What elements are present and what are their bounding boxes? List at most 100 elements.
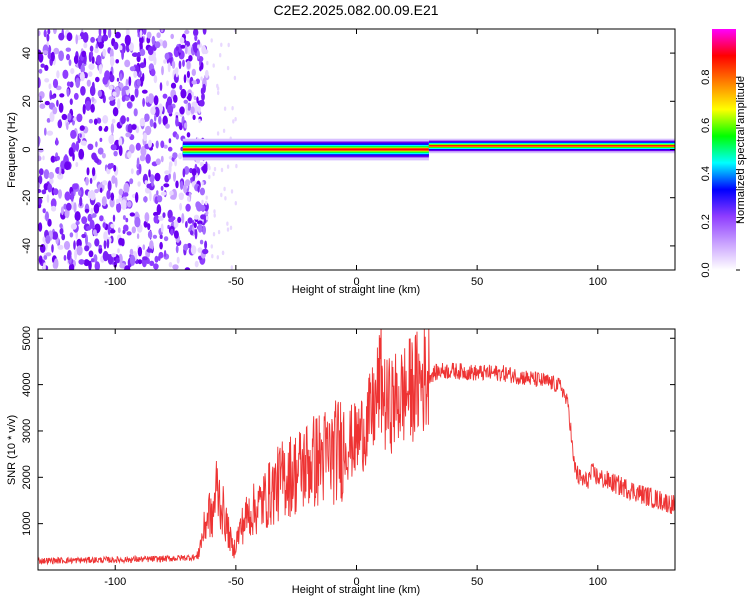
noise-speck bbox=[193, 29, 199, 37]
noise-speck bbox=[107, 180, 112, 192]
noise-speck bbox=[155, 140, 159, 149]
noise-speck bbox=[72, 183, 79, 190]
noise-speck bbox=[112, 91, 117, 97]
noise-speck bbox=[208, 174, 211, 180]
noise-speck bbox=[129, 178, 134, 185]
noise-speck bbox=[121, 95, 126, 102]
noise-speck bbox=[201, 181, 204, 186]
noise-speck bbox=[38, 188, 42, 194]
noise-speck bbox=[179, 180, 184, 190]
noise-speck bbox=[140, 146, 147, 157]
noise-speck bbox=[124, 34, 131, 46]
noise-speck bbox=[103, 231, 108, 241]
noise-speck bbox=[197, 185, 200, 193]
noise-speck bbox=[110, 223, 115, 229]
noise-speck bbox=[180, 44, 186, 49]
noise-speck bbox=[226, 65, 230, 71]
noise-speck bbox=[110, 192, 115, 201]
spectrogram-x-tick-label: 100 bbox=[589, 276, 607, 288]
noise-speck bbox=[114, 31, 121, 39]
noise-speck bbox=[90, 103, 95, 113]
noise-speck bbox=[169, 190, 174, 197]
noise-speck bbox=[163, 250, 167, 258]
noise-speck bbox=[98, 63, 103, 75]
noise-speck bbox=[44, 127, 47, 136]
noise-speck bbox=[107, 254, 114, 265]
noise-speck bbox=[221, 250, 225, 255]
noise-speck bbox=[154, 172, 161, 182]
noise-speck bbox=[184, 267, 191, 270]
noise-speck bbox=[216, 255, 219, 260]
noise-speck bbox=[136, 233, 140, 240]
noise-speck bbox=[113, 164, 117, 172]
spectrogram-y-tick-label: 20 bbox=[21, 95, 33, 107]
noise-speck bbox=[104, 125, 109, 132]
noise-speck bbox=[101, 34, 109, 42]
noise-speck bbox=[109, 85, 113, 91]
noise-speck bbox=[64, 209, 69, 218]
noise-speck bbox=[129, 254, 136, 266]
noise-speck bbox=[235, 163, 238, 169]
noise-speck bbox=[38, 148, 44, 153]
noise-speck bbox=[78, 148, 85, 160]
noise-speck bbox=[175, 46, 179, 51]
noise-speck bbox=[172, 152, 178, 159]
noise-speck bbox=[115, 177, 118, 188]
colorbar-gradient bbox=[712, 29, 736, 270]
noise-speck bbox=[43, 183, 49, 191]
noise-speck bbox=[47, 29, 51, 35]
noise-speck bbox=[142, 72, 145, 82]
noise-region bbox=[38, 29, 239, 270]
signal-band-layer bbox=[428, 145, 675, 147]
colorbar: 0.0 0.2 0.4 0.6 0.8 Normalized spectral ampl… bbox=[700, 29, 747, 278]
noise-speck bbox=[144, 180, 148, 185]
noise-speck bbox=[175, 245, 179, 254]
noise-speck bbox=[144, 187, 151, 194]
noise-speck bbox=[143, 220, 148, 228]
noise-speck bbox=[45, 252, 52, 257]
noise-speck bbox=[69, 232, 74, 238]
noise-speck bbox=[202, 29, 207, 35]
chart-title: C2E2.2025.082.00.09.E21 bbox=[273, 2, 438, 18]
noise-speck bbox=[99, 187, 103, 193]
noise-speck bbox=[139, 29, 143, 38]
noise-speck bbox=[163, 144, 168, 149]
noise-speck bbox=[89, 45, 94, 52]
noise-speck bbox=[178, 60, 182, 70]
noise-speck bbox=[147, 223, 151, 231]
noise-speck bbox=[103, 239, 107, 250]
noise-speck bbox=[173, 230, 179, 239]
noise-speck bbox=[160, 155, 164, 163]
noise-speck bbox=[129, 248, 134, 256]
noise-speck bbox=[38, 53, 44, 63]
noise-speck bbox=[184, 179, 191, 187]
noise-speck bbox=[83, 42, 88, 49]
noise-speck bbox=[70, 129, 77, 139]
noise-speck bbox=[189, 76, 194, 88]
noise-speck bbox=[124, 265, 131, 270]
noise-speck bbox=[160, 191, 167, 196]
noise-speck bbox=[38, 77, 41, 89]
noise-speck bbox=[118, 237, 124, 246]
noise-speck bbox=[115, 257, 120, 264]
noise-speck bbox=[42, 208, 46, 214]
noise-speck bbox=[199, 239, 204, 245]
noise-speck bbox=[46, 194, 50, 203]
noise-speck bbox=[187, 102, 192, 111]
noise-speck bbox=[75, 34, 78, 45]
noise-speck bbox=[86, 79, 91, 87]
noise-speck bbox=[76, 238, 82, 248]
noise-speck bbox=[79, 196, 83, 207]
colorbar-tick-label: 0.2 bbox=[700, 214, 712, 229]
noise-speck bbox=[68, 147, 74, 157]
noise-speck bbox=[107, 163, 113, 170]
noise-speck bbox=[119, 262, 126, 269]
snr-line bbox=[38, 329, 675, 566]
noise-speck bbox=[134, 87, 139, 98]
noise-speck bbox=[53, 47, 60, 55]
noise-speck bbox=[94, 157, 100, 164]
noise-speck bbox=[111, 175, 116, 184]
noise-speck bbox=[101, 152, 106, 159]
noise-speck bbox=[141, 89, 148, 94]
noise-speck bbox=[164, 52, 170, 60]
